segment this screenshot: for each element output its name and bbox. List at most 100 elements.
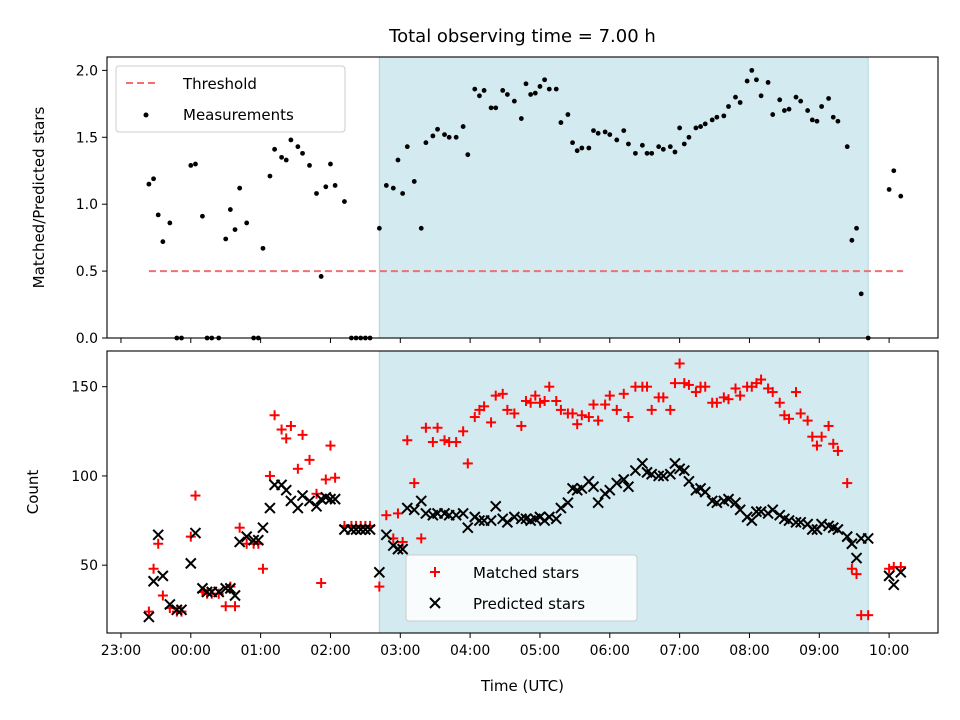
predicted-star-point (329, 493, 341, 505)
matched-star-point (572, 419, 583, 430)
matched-star-point (784, 413, 795, 424)
bottom-x-tick-label: 07:00 (659, 643, 699, 659)
measurement-point (288, 137, 294, 143)
matched-star-point (486, 417, 497, 428)
matched-star-point (230, 601, 241, 612)
measurement-point (733, 94, 738, 100)
measurement-point (404, 144, 410, 150)
measurement-point (591, 128, 596, 133)
cross-stroke-b (832, 523, 844, 536)
measurement-point (435, 126, 440, 132)
cross-stroke-b (755, 505, 767, 518)
predicted-star-point (355, 523, 367, 536)
measurement-point (314, 191, 319, 196)
matched-star-point (297, 429, 308, 440)
predicted-star-point (746, 514, 758, 527)
cross-stroke-b (846, 538, 858, 550)
matched-star-point (439, 435, 450, 446)
matched-star-point (316, 578, 327, 589)
cross-stroke-b (501, 516, 514, 529)
predicted-star-point (473, 514, 486, 527)
cross-stroke-b (895, 566, 907, 579)
measurement-point (418, 225, 424, 231)
measurement-point (400, 191, 406, 196)
bottom-x-tick-label: 01:00 (240, 643, 280, 659)
predicted-star-point (562, 497, 574, 509)
matched-star-point (555, 404, 566, 415)
cross-stroke-b (618, 473, 630, 486)
matched-star-point (530, 390, 541, 401)
cross-stroke-b (673, 463, 686, 475)
cross-stroke-b (888, 579, 900, 591)
matched-star-point (593, 415, 604, 426)
matched-star-point (285, 420, 296, 431)
matched-star-point (642, 381, 653, 392)
cross-stroke-b (515, 513, 528, 525)
cross-stroke-b (450, 509, 462, 521)
matched-star-point (791, 387, 802, 398)
cross-stroke-b (592, 497, 604, 509)
top-y-tick-label: 0.0 (76, 331, 98, 347)
cross-stroke-b (815, 518, 828, 530)
matched-star-point (374, 581, 385, 592)
measurement-point (332, 183, 338, 188)
measurement-point (714, 114, 720, 120)
measurement-point (518, 116, 524, 121)
measurement-point (481, 88, 487, 93)
measurement-point (574, 148, 580, 154)
cross-stroke-b (355, 523, 367, 536)
cross-stroke-b (699, 486, 711, 498)
matched-star-point (665, 404, 676, 415)
matched-star-point (683, 379, 694, 390)
cross-stroke-b (746, 514, 758, 527)
predicted-star-point (846, 538, 858, 550)
matched-star-point (264, 470, 275, 481)
cross-stroke-b (364, 523, 376, 536)
measurement-point (272, 146, 277, 152)
matched-star-point (420, 422, 431, 433)
cross-stroke-b (583, 475, 595, 487)
predicted-star-point (806, 523, 819, 536)
top-axes-frame (106, 56, 939, 339)
matched-star-point (576, 410, 587, 421)
matched-star-point (213, 588, 224, 599)
cross-stroke-b (555, 502, 567, 514)
measurement-point (626, 141, 631, 147)
predicted-star-point (373, 566, 386, 579)
legend-matched-label: Matched stars (473, 564, 579, 582)
predicted-star-point (664, 468, 677, 480)
matched-star-point (381, 510, 392, 521)
cross-stroke-b (801, 518, 814, 530)
top-y-tick-label: 1.5 (76, 130, 98, 146)
measurement-point (854, 225, 859, 231)
matched-star-point (811, 440, 822, 451)
bottom-x-tick-label: 23:00 (101, 643, 141, 659)
measurement-point (835, 118, 841, 124)
cross-stroke-b (420, 507, 432, 520)
measurement-point (681, 141, 687, 147)
measurement-point (644, 150, 650, 156)
matched-star-point (842, 478, 853, 489)
measurement-point (223, 236, 229, 242)
predicted-star-point (750, 505, 763, 518)
matched-star-point (516, 420, 527, 431)
cross-stroke-b (711, 497, 723, 509)
matched-star-point (802, 415, 813, 426)
measurement-point (586, 145, 592, 151)
chart-title: Total observing time = 7.00 h (388, 26, 656, 47)
predicted-star-point (408, 504, 420, 516)
measurement-point (342, 199, 347, 204)
matched-star-point (257, 563, 268, 574)
matched-star-point (497, 388, 508, 399)
matched-star-points (143, 358, 906, 621)
measurement-point (146, 181, 152, 187)
matched-star-point (544, 381, 555, 392)
predicted-star-point (678, 464, 690, 477)
matched-star-point (416, 533, 427, 544)
matched-star-point (143, 606, 154, 617)
legend-matched-swatch (430, 567, 440, 577)
predicted-star-point (324, 493, 337, 505)
predicted-star-point (359, 523, 372, 536)
matched-star-point (402, 435, 413, 446)
top-x-ticks (120, 338, 890, 343)
